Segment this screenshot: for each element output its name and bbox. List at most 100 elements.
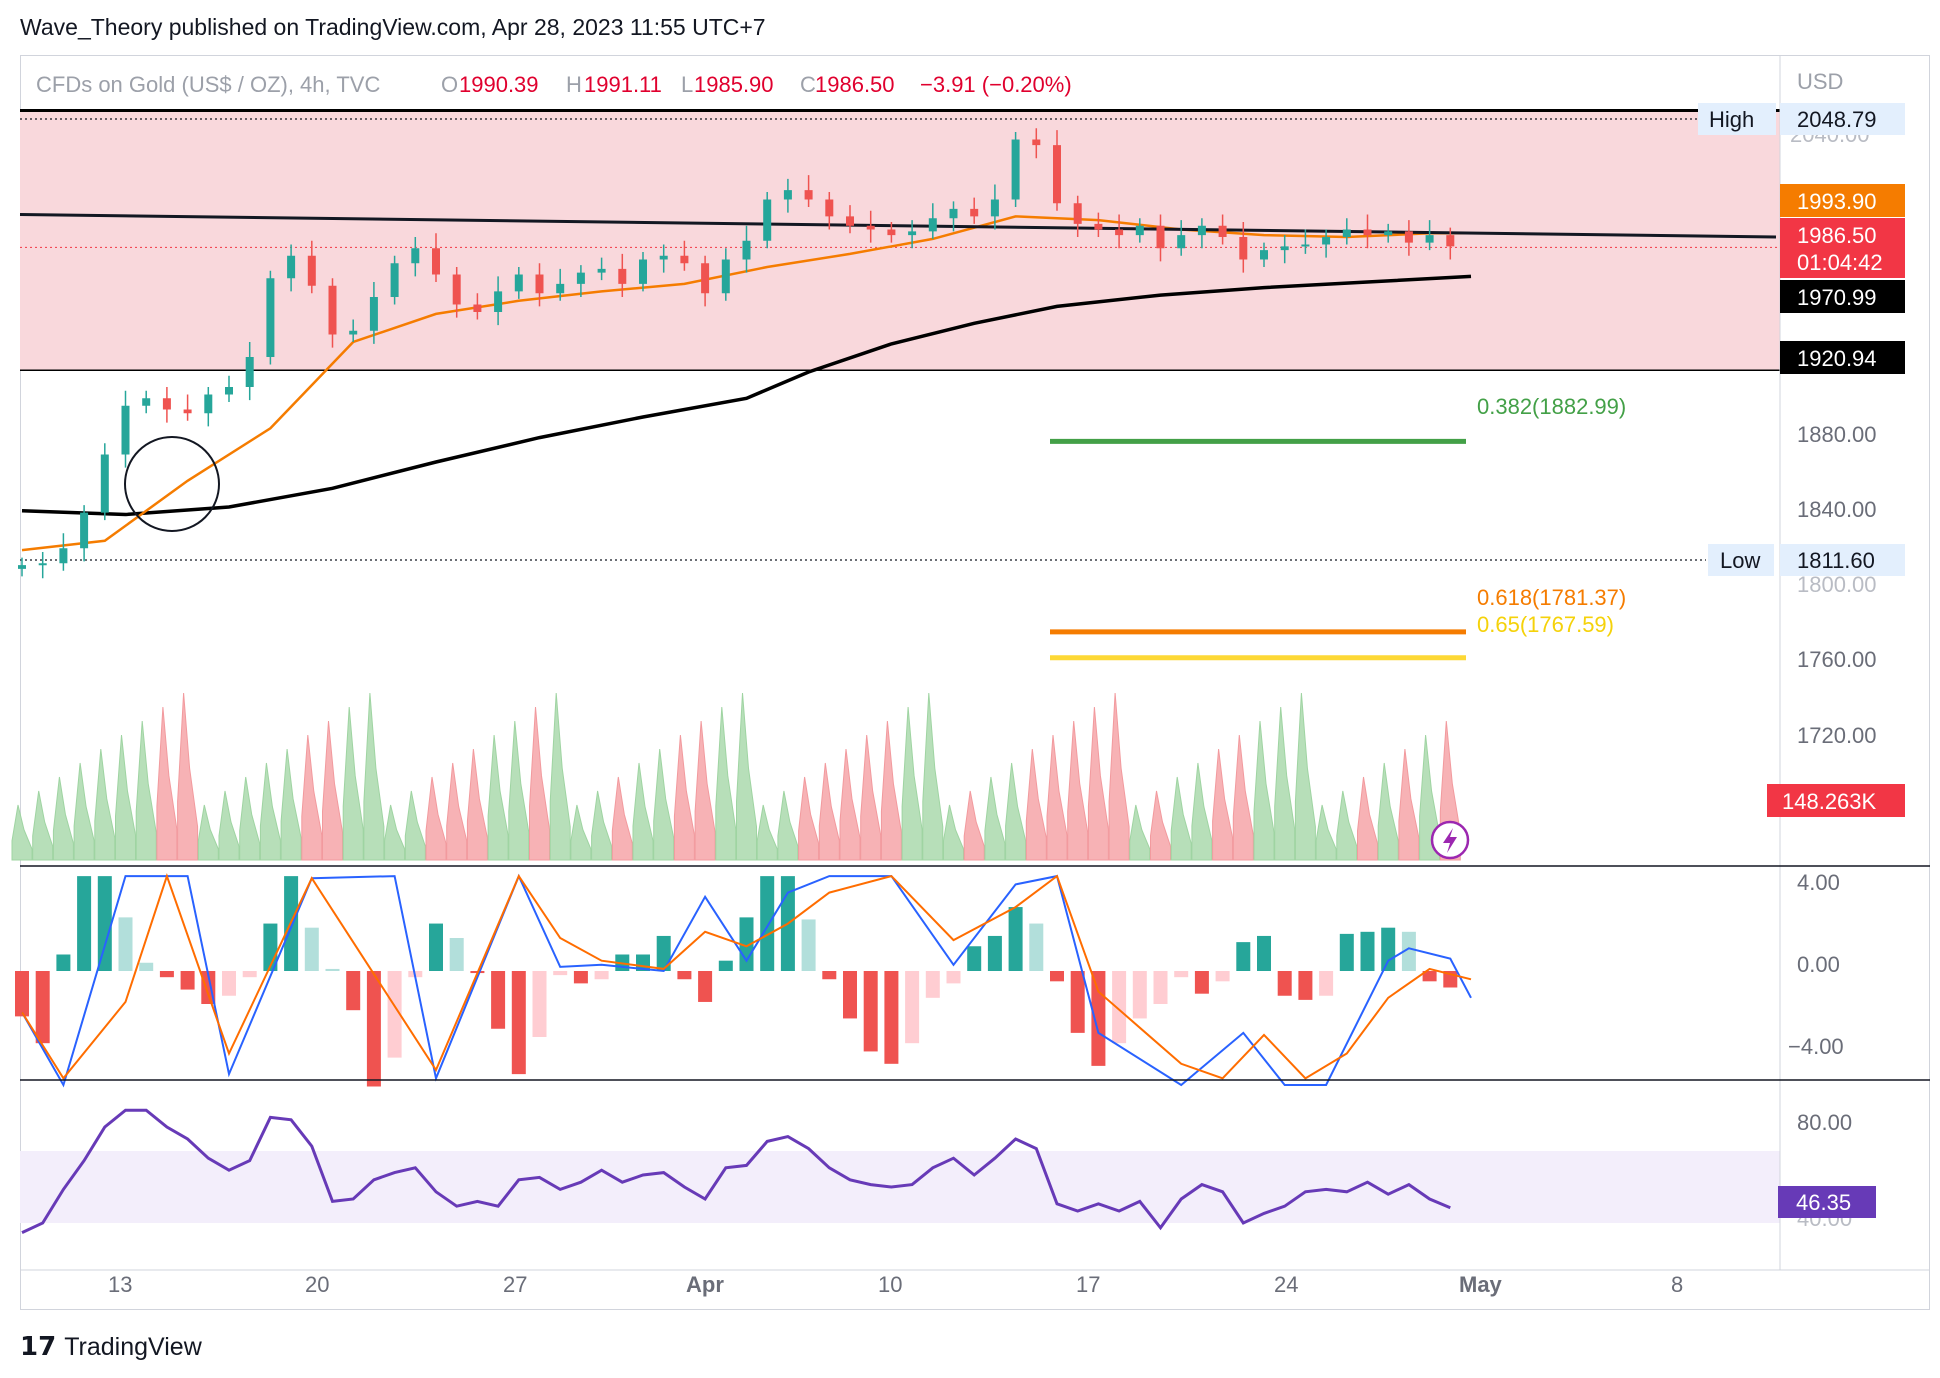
volume-bar bbox=[197, 804, 219, 861]
volume-bar bbox=[487, 734, 509, 861]
volume-badge bbox=[1767, 784, 1905, 817]
volume-bar bbox=[943, 804, 964, 861]
volume-bar bbox=[694, 720, 716, 861]
candle-body bbox=[245, 357, 254, 387]
macd-histogram-bar bbox=[1008, 907, 1023, 971]
macd-tick-4: 4.00 bbox=[1797, 870, 1840, 895]
volume-bar bbox=[1046, 734, 1068, 861]
volume-bar bbox=[239, 776, 261, 861]
candle-body bbox=[949, 208, 958, 219]
volume-bar bbox=[860, 734, 882, 861]
candle-body bbox=[1280, 246, 1289, 251]
candle-body bbox=[597, 268, 606, 273]
candle-body bbox=[59, 548, 68, 564]
y-tick-1720: 1720.00 bbox=[1797, 723, 1877, 748]
candle-body bbox=[121, 405, 130, 455]
macd-histogram-bar bbox=[760, 876, 775, 971]
volume-bar bbox=[756, 804, 778, 861]
candle-body bbox=[1011, 139, 1020, 200]
ema-slow-line bbox=[21, 274, 1472, 517]
macd-histogram-bar bbox=[925, 971, 940, 998]
volume-bar bbox=[1129, 804, 1151, 861]
rsi-badge bbox=[1778, 1186, 1876, 1218]
macd-tick-neg4: −4.00 bbox=[1788, 1034, 1844, 1059]
ema-slow-badge bbox=[1780, 280, 1905, 313]
legend-l-label: L bbox=[681, 72, 693, 97]
macd-histogram-bar bbox=[801, 919, 816, 971]
candle-body bbox=[100, 454, 109, 513]
volume-bar bbox=[384, 804, 406, 861]
candle-body bbox=[494, 291, 503, 312]
x-tick-27: 27 bbox=[503, 1272, 527, 1297]
candle-body bbox=[80, 512, 89, 549]
candle-body bbox=[287, 255, 296, 279]
macd-histogram-bar bbox=[56, 954, 71, 971]
candle-body bbox=[1446, 235, 1455, 247]
ema-fast-line bbox=[21, 215, 1471, 552]
candle-body bbox=[514, 274, 523, 292]
candle-body bbox=[846, 216, 854, 226]
legend-h-label: H bbox=[566, 72, 582, 97]
zone-bottom-value: 1920.94 bbox=[1797, 346, 1877, 371]
candle-body bbox=[535, 274, 544, 294]
volume-bar bbox=[1336, 790, 1358, 861]
tradingview-mark-icon: 17 bbox=[20, 1332, 57, 1362]
macd-histogram-bar bbox=[594, 971, 609, 980]
volume-bar bbox=[466, 748, 488, 861]
candle-body bbox=[618, 268, 627, 284]
candle-body bbox=[928, 218, 937, 232]
macd-histogram-bar bbox=[656, 935, 671, 971]
candle-body bbox=[432, 248, 440, 275]
volume-bar bbox=[1357, 776, 1378, 861]
x-tick-17: 17 bbox=[1076, 1272, 1100, 1297]
high-tag-label: High bbox=[1709, 107, 1754, 132]
volume-bar bbox=[549, 692, 571, 861]
macd-histogram-bar bbox=[491, 971, 506, 1029]
macd-histogram-bar bbox=[843, 971, 857, 1019]
volume-bar bbox=[818, 762, 840, 861]
candle-body bbox=[825, 199, 834, 217]
macd-histogram-bar bbox=[1070, 971, 1085, 1033]
macd-histogram-bar bbox=[946, 971, 961, 984]
signal-line bbox=[21, 872, 1472, 1081]
volume-bar bbox=[1067, 720, 1089, 861]
candle-body bbox=[369, 297, 378, 331]
volume-bar bbox=[1398, 748, 1420, 861]
candle-body bbox=[266, 278, 275, 357]
volume-bar bbox=[404, 790, 426, 861]
candle-body bbox=[307, 255, 316, 286]
ema-fast-badge bbox=[1780, 184, 1905, 217]
macd-histogram-bar bbox=[573, 971, 588, 984]
volume-bar bbox=[529, 706, 550, 861]
x-tick-apr: Apr bbox=[686, 1272, 724, 1297]
macd-histogram-bar bbox=[35, 971, 50, 1044]
lightning-icon[interactable] bbox=[1430, 820, 1470, 860]
tradingview-logo[interactable]: 17 TradingView bbox=[20, 1332, 202, 1362]
macd-histogram-bar bbox=[1257, 935, 1271, 971]
macd-histogram-bar bbox=[1422, 971, 1437, 982]
macd-histogram-bar bbox=[1050, 971, 1064, 982]
y-tick-1760: 1760.00 bbox=[1797, 647, 1877, 672]
candle-body bbox=[473, 304, 482, 312]
macd-histogram-bar bbox=[97, 876, 112, 971]
candle-body bbox=[1135, 225, 1144, 236]
volume-bar bbox=[425, 776, 447, 861]
volume-bar bbox=[1170, 776, 1192, 861]
candle-body bbox=[1197, 225, 1206, 236]
macd-histogram-bar bbox=[1112, 971, 1127, 1044]
macd-histogram-bar bbox=[1215, 971, 1230, 982]
macd-histogram-bar bbox=[1236, 942, 1251, 971]
rsi-line bbox=[21, 1108, 1451, 1234]
macd-histogram-bar bbox=[553, 971, 568, 976]
volume-bar bbox=[880, 720, 902, 861]
candle-body bbox=[1053, 145, 1061, 204]
candle-body bbox=[576, 272, 585, 284]
candle-body bbox=[38, 563, 47, 566]
candle-body bbox=[18, 565, 26, 569]
x-tick-may: May bbox=[1459, 1272, 1503, 1297]
candle-body bbox=[783, 190, 792, 200]
macd-histogram-bar bbox=[698, 971, 713, 1002]
macd-histogram-bar bbox=[1360, 931, 1375, 971]
macd-histogram-bar bbox=[884, 971, 899, 1064]
